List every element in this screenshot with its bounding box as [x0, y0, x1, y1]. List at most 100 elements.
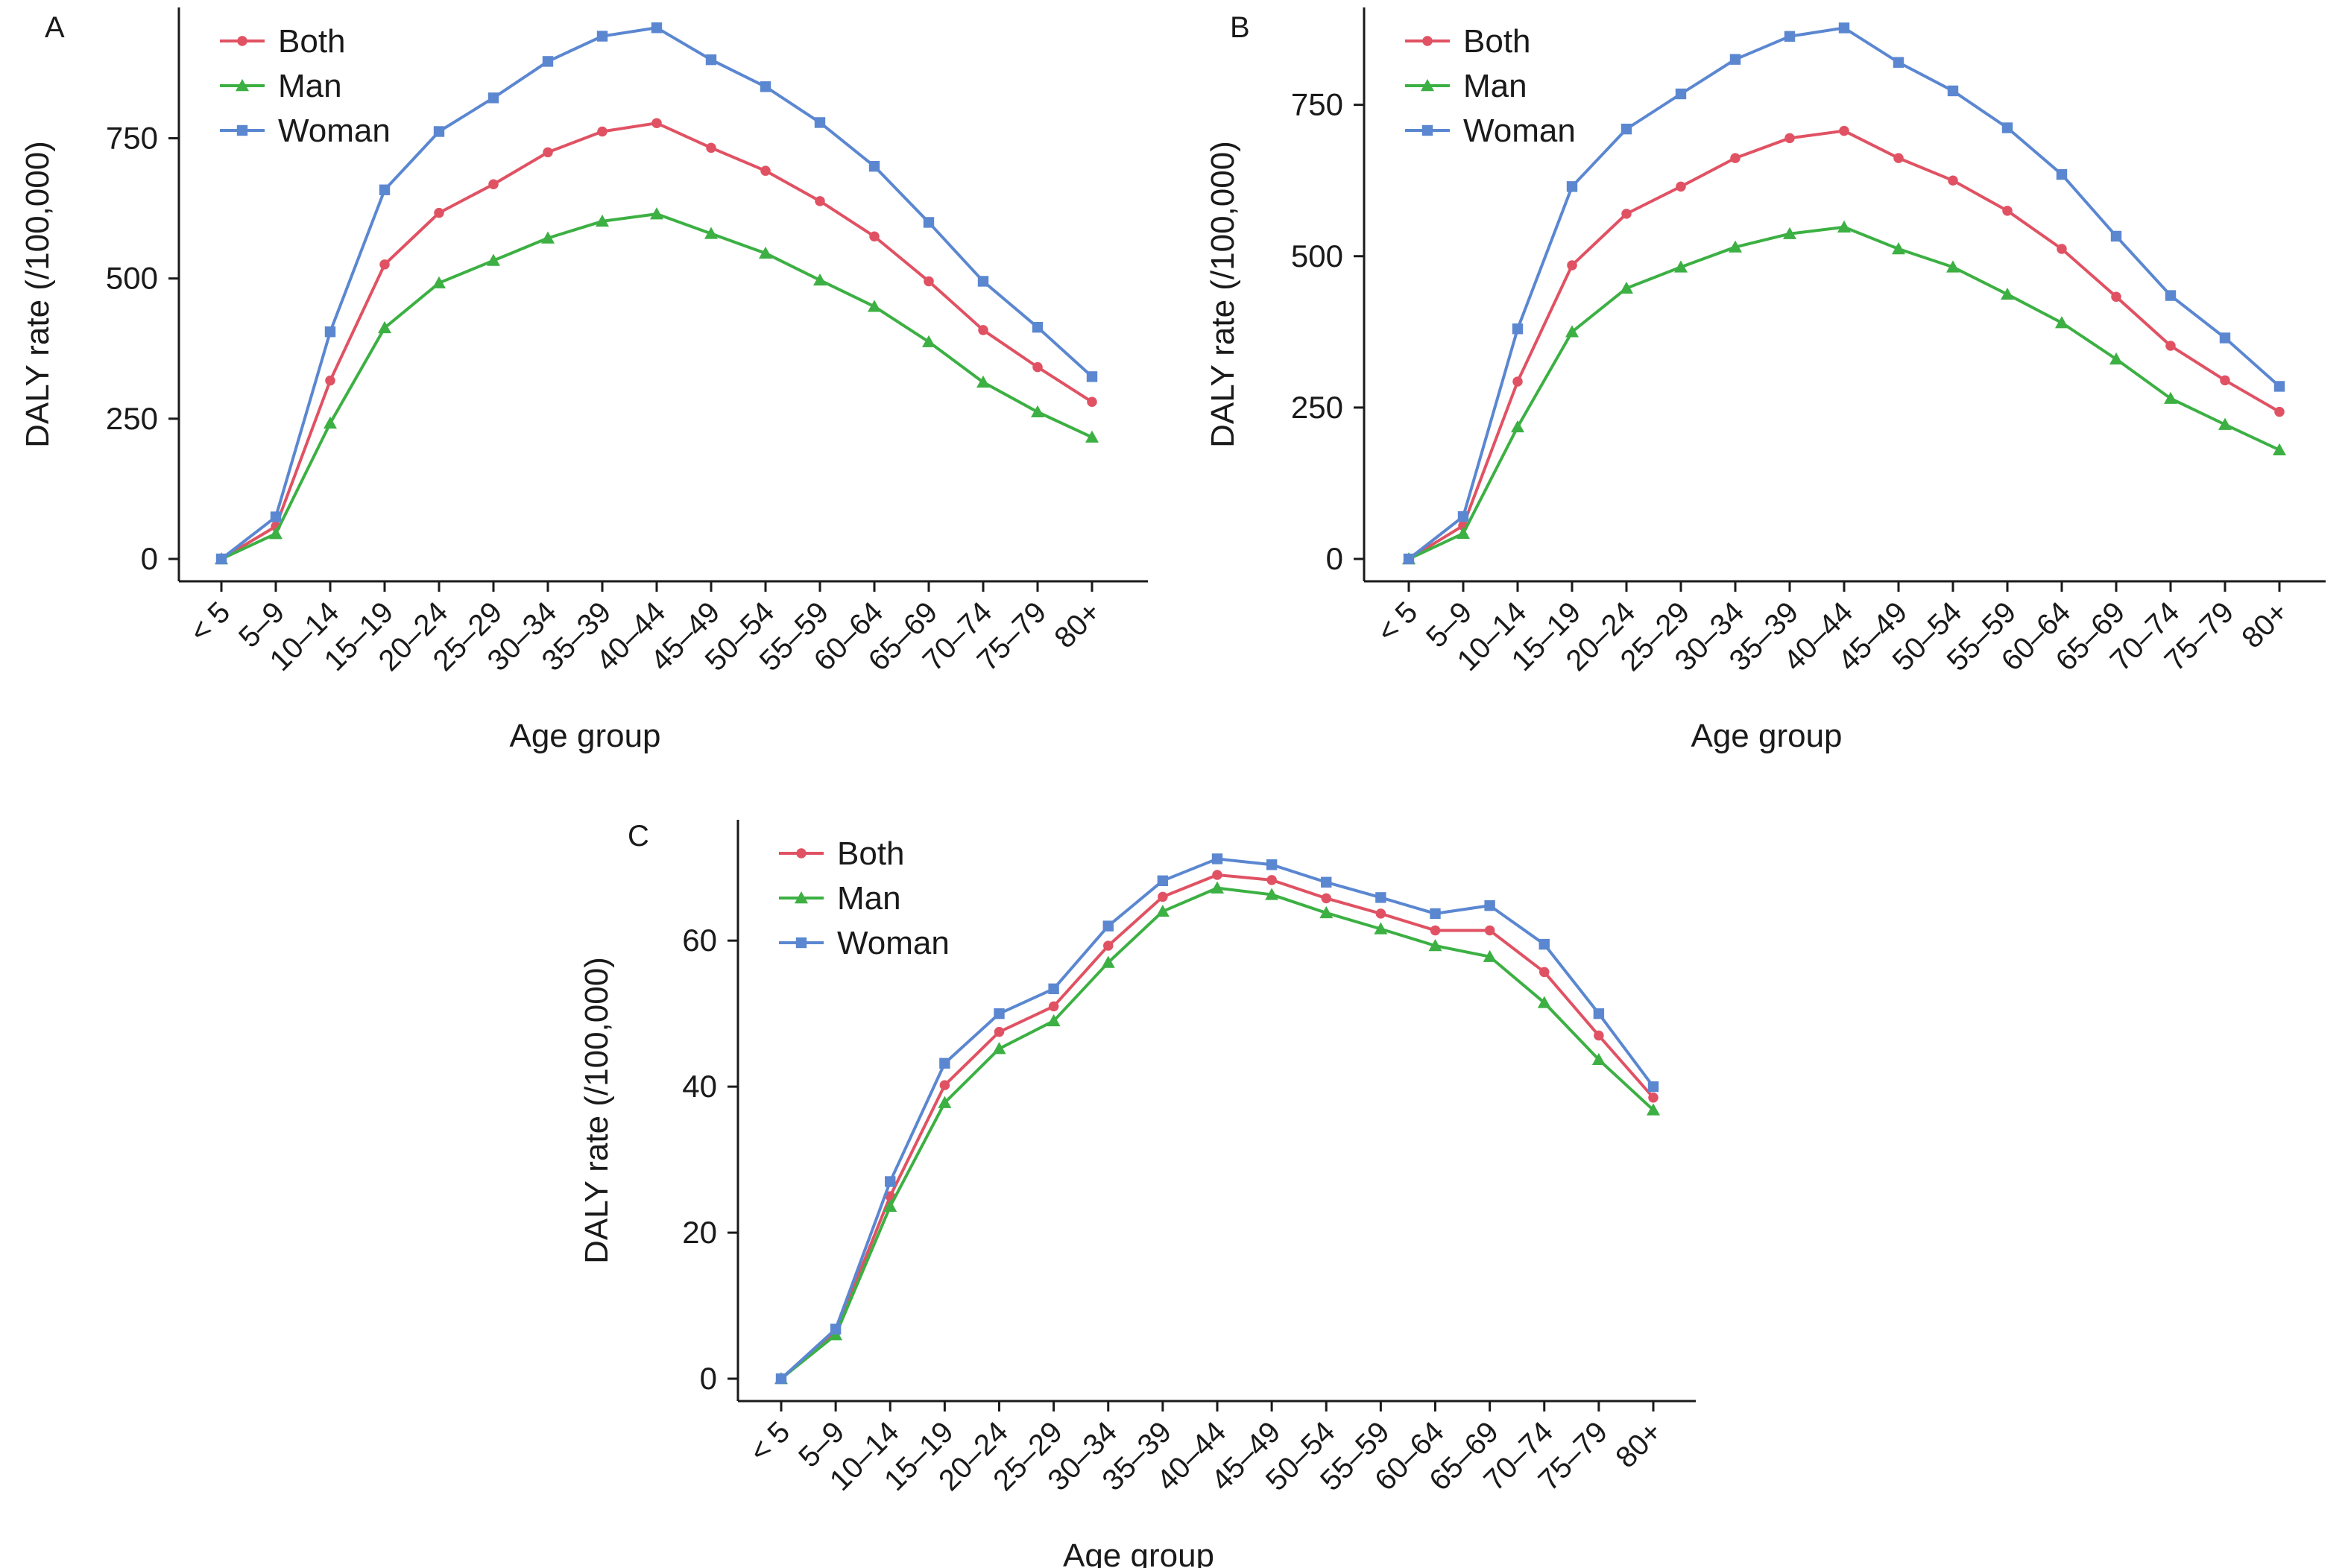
data-point-woman — [1838, 22, 1850, 34]
data-point-woman — [379, 184, 391, 195]
series-line-man — [1408, 225, 2280, 560]
data-point-man — [759, 246, 772, 259]
data-point-both — [1048, 1001, 1059, 1012]
y-axis-label: DALY rate (/100,000) — [1205, 141, 1241, 448]
legend-label-woman: Woman — [837, 925, 950, 961]
data-point-both — [379, 259, 390, 270]
data-point-both — [1839, 125, 1849, 136]
data-point-man — [1537, 996, 1551, 1008]
data-point-woman — [1457, 510, 1469, 522]
data-point-woman — [1086, 371, 1098, 382]
data-point-woman — [830, 1324, 842, 1335]
legend-marker-woman — [1421, 124, 1433, 136]
data-point-man — [1265, 888, 1279, 900]
data-point-both — [2111, 291, 2121, 302]
legend-marker-woman — [236, 124, 248, 136]
series-line-both — [220, 121, 1093, 560]
panel-label: B — [1230, 11, 1250, 44]
data-point-man — [868, 300, 881, 312]
data-point-both — [978, 325, 988, 335]
data-point-woman — [1321, 876, 1332, 888]
data-point-woman — [542, 56, 554, 67]
x-tick-label: 80+ — [1609, 1415, 1668, 1474]
data-point-man — [1837, 220, 1851, 233]
data-point-woman — [1675, 88, 1687, 100]
legend-label-both: Both — [1463, 23, 1531, 60]
data-point-woman — [1729, 54, 1741, 65]
data-point-both — [1375, 908, 1386, 919]
data-point-woman — [324, 326, 336, 338]
data-point-woman — [994, 1008, 1005, 1019]
data-point-woman — [1375, 892, 1386, 903]
data-point-both — [1893, 153, 1904, 163]
y-tick-label: 750 — [106, 121, 158, 156]
data-point-man — [922, 335, 935, 347]
data-point-woman — [1266, 859, 1278, 870]
data-point-woman — [215, 553, 227, 565]
legend-label-both: Both — [278, 23, 346, 60]
data-point-both — [939, 1080, 950, 1090]
data-point-woman — [433, 126, 445, 137]
data-point-man — [269, 527, 283, 540]
data-point-man — [2218, 417, 2232, 430]
data-point-woman — [1102, 920, 1114, 932]
data-point-man — [1674, 260, 1688, 273]
legend-marker-both — [237, 36, 247, 46]
data-point-woman — [1947, 85, 1959, 97]
data-point-woman — [885, 1176, 896, 1187]
data-point-man — [992, 1042, 1006, 1055]
data-point-woman — [1403, 553, 1415, 565]
data-point-woman — [977, 276, 989, 287]
data-point-man — [1565, 325, 1579, 338]
data-point-both — [994, 1026, 1005, 1037]
data-point-both — [1266, 875, 1277, 885]
data-point-woman — [2110, 230, 2122, 242]
x-tick-label: < 5 — [1371, 595, 1424, 648]
legend-label-woman: Woman — [278, 113, 391, 149]
data-point-woman — [270, 511, 282, 522]
data-point-both — [488, 179, 499, 189]
panel-label: A — [45, 11, 65, 44]
data-point-both — [1648, 1093, 1659, 1103]
data-point-both — [1032, 361, 1043, 373]
data-point-man — [1892, 242, 1905, 255]
data-point-man — [938, 1096, 952, 1108]
data-point-woman — [814, 117, 826, 128]
data-point-woman — [2001, 122, 2013, 133]
data-point-man — [2164, 391, 2177, 404]
data-point-man — [883, 1199, 897, 1212]
x-axis-label: Age group — [1063, 1537, 1214, 1568]
y-tick-label: 40 — [682, 1069, 717, 1104]
data-point-man — [1620, 281, 1633, 294]
data-point-woman — [1048, 983, 1059, 995]
data-point-woman — [487, 92, 499, 104]
y-tick-label: 60 — [682, 923, 717, 958]
x-tick-label: < 5 — [183, 595, 236, 648]
data-point-woman — [1157, 875, 1169, 887]
legend-label-woman: Woman — [1463, 113, 1576, 149]
x-tick-label: 80+ — [2235, 595, 2294, 654]
data-point-both — [1087, 396, 1097, 408]
data-point-man — [541, 231, 555, 244]
y-tick-label: 750 — [1291, 87, 1343, 122]
legend-marker-both — [796, 848, 807, 859]
data-point-man — [596, 214, 609, 227]
data-point-man — [1374, 922, 1388, 935]
data-point-man — [813, 273, 827, 286]
legend-marker-man — [795, 891, 808, 904]
data-point-woman — [775, 1373, 787, 1385]
data-point-man — [1483, 949, 1497, 962]
data-point-woman — [1538, 938, 1550, 950]
data-point-both — [1567, 260, 1577, 271]
data-point-both — [1539, 967, 1550, 978]
data-point-woman — [1593, 1008, 1605, 1019]
data-point-both — [1321, 893, 1331, 904]
data-point-both — [815, 196, 825, 206]
data-point-man — [1155, 904, 1170, 917]
data-point-both — [2057, 244, 2067, 254]
data-point-both — [1784, 133, 1795, 144]
data-point-woman — [1620, 123, 1632, 135]
